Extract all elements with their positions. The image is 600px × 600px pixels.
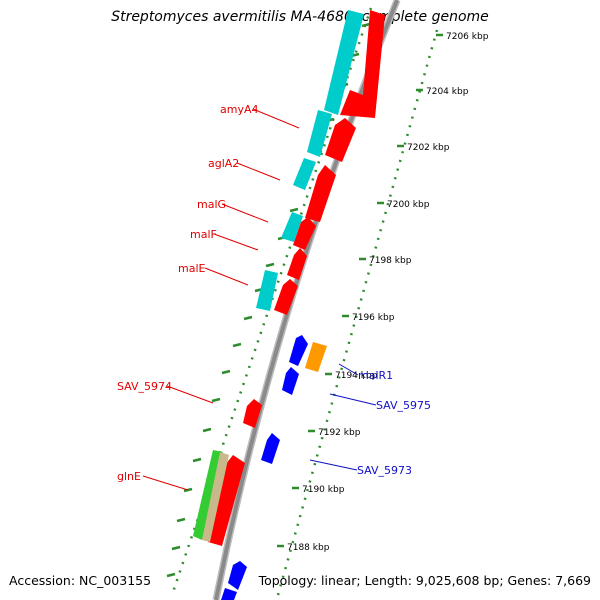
tick-dash-11 bbox=[232, 342, 242, 348]
leader-line-malG bbox=[221, 203, 269, 223]
gene-glnE bbox=[208, 455, 245, 546]
gene-SAV_5974 bbox=[243, 399, 262, 428]
leader-line-SAV_5973 bbox=[309, 459, 358, 471]
gene-upstream-1 bbox=[289, 335, 308, 366]
tick-label: 7190 kbp bbox=[302, 485, 345, 495]
tick-label: 7206 kbp bbox=[446, 32, 489, 42]
tick-dash-6 bbox=[289, 207, 299, 213]
gene-SAV_5975 bbox=[282, 367, 299, 395]
tick-dash-15 bbox=[192, 457, 202, 463]
gene-upstream-3 bbox=[221, 588, 237, 600]
cds-6 bbox=[260, 275, 272, 302]
cds-3 bbox=[293, 158, 316, 190]
topology-summary: Topology: linear; Length: 9,025,608 bp; … bbox=[258, 573, 591, 588]
gene-label-SAV_5973: SAV_5973 bbox=[357, 464, 412, 477]
gene-label-malE: malE bbox=[178, 262, 206, 275]
tick-dash-12 bbox=[221, 369, 231, 375]
tick-dash-13 bbox=[211, 397, 221, 403]
leader-line-aglA2 bbox=[236, 162, 281, 181]
tick-dash-8 bbox=[265, 262, 275, 268]
tick-dash-19 bbox=[166, 572, 176, 578]
tick-label: 7198 kbp bbox=[369, 256, 412, 266]
cds-4 bbox=[281, 212, 303, 242]
tick-label: 7192 kbp bbox=[318, 428, 361, 438]
gene-upstream-2 bbox=[228, 561, 247, 590]
tick-label: 7202 kbp bbox=[407, 143, 450, 153]
tick-label: 7204 kbp bbox=[426, 87, 469, 97]
cds-1 bbox=[324, 10, 364, 115]
gene-top bbox=[274, 279, 298, 315]
gene-label-SAV_5974: SAV_5974 bbox=[117, 380, 172, 393]
tick-dash-18 bbox=[171, 545, 181, 551]
gene-label-malR1: malR1 bbox=[358, 369, 393, 382]
leader-line-SAV_5974 bbox=[166, 385, 214, 404]
gene-label-glnE: glnE bbox=[117, 470, 141, 483]
tick-label: 7196 kbp bbox=[352, 313, 395, 323]
tick-dash-14 bbox=[202, 427, 212, 433]
tick-dash-10 bbox=[243, 315, 253, 321]
gene-label-amyA4: amyA4 bbox=[220, 103, 259, 116]
cds-glnE-tan bbox=[202, 452, 229, 542]
tick-dash-0 bbox=[361, 22, 371, 28]
gene-label-malG: malG bbox=[197, 198, 226, 211]
gene-malR1 bbox=[305, 342, 327, 372]
leader-line-SAV_5975 bbox=[329, 393, 377, 406]
cds-2 bbox=[307, 110, 332, 157]
gene-aglA2 bbox=[325, 118, 356, 162]
gene-amyA4 bbox=[340, 10, 385, 118]
tick-label: 7188 kbp bbox=[287, 543, 330, 553]
tick-label: 7200 kbp bbox=[387, 200, 430, 210]
leader-line-glnE bbox=[142, 475, 189, 491]
accession-text: Accession: NC_003155 bbox=[9, 573, 152, 588]
leader-line-amyA4 bbox=[252, 108, 300, 129]
gene-label-SAV_5975: SAV_5975 bbox=[376, 399, 431, 412]
tick-label: 7194 kbp bbox=[335, 371, 378, 381]
tick-dash-17 bbox=[176, 517, 186, 523]
gene-label-aglA2: aglA2 bbox=[208, 157, 239, 170]
gene-malF bbox=[293, 217, 316, 250]
cds-glnE-green bbox=[193, 450, 223, 540]
leader-line-malE bbox=[204, 267, 249, 286]
gene-label-malF: malF bbox=[190, 228, 217, 241]
gene-malG bbox=[305, 165, 336, 222]
gene-SAV_5973 bbox=[261, 433, 280, 464]
gene-malE bbox=[287, 248, 307, 280]
leader-line-malF bbox=[213, 233, 259, 251]
leader-line-malR1 bbox=[338, 363, 359, 376]
